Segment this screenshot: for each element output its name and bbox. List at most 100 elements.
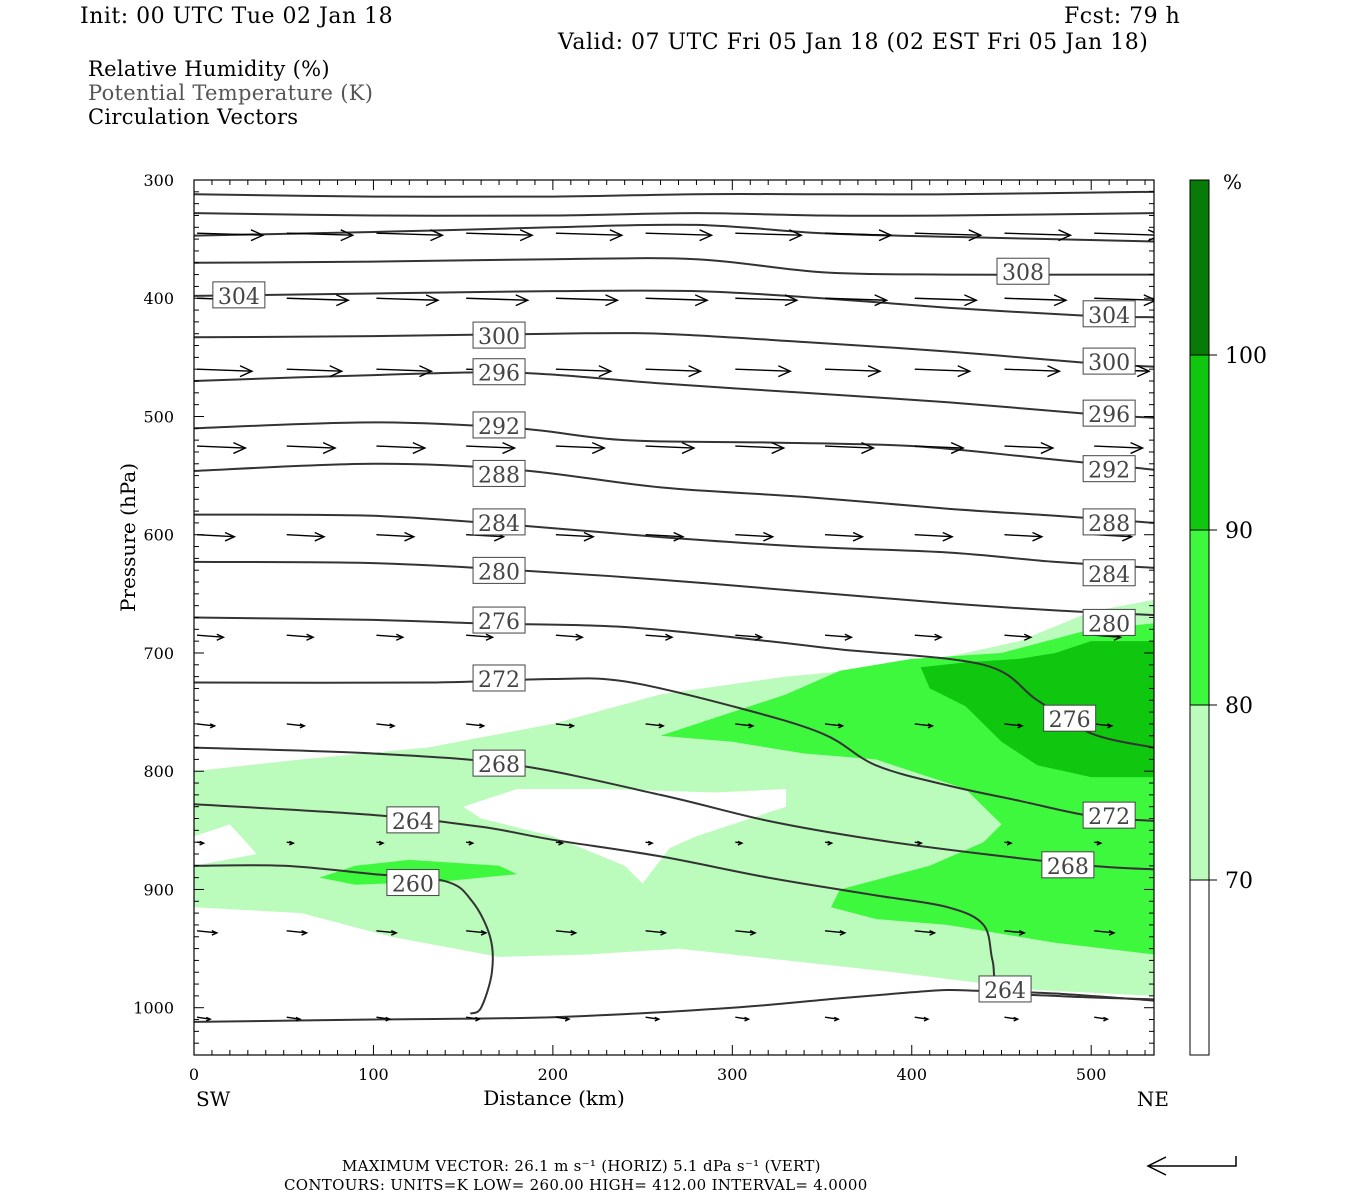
theta-contours	[194, 190, 1154, 1023]
svg-text:304: 304	[218, 285, 260, 310]
svg-text:304: 304	[1088, 304, 1130, 329]
vector-arrow	[376, 531, 416, 542]
vector-arrow	[914, 442, 965, 455]
axes: 0 100 200 300 400 500 300 400 500 600 700 800 900 100…	[116, 171, 1169, 1111]
vector-arrow	[376, 723, 396, 729]
theta-contour-260	[194, 864, 494, 1015]
svg-text:300: 300	[478, 325, 520, 350]
vector-arrow	[196, 229, 265, 242]
theta-contour-300	[194, 331, 1154, 368]
y-tick-label: 900	[143, 880, 174, 899]
y-tick-label: 600	[143, 526, 174, 545]
svg-text:272: 272	[478, 668, 520, 693]
vector-arrow	[376, 840, 385, 846]
vector-arrow	[914, 633, 943, 641]
reference-vector-icon	[1146, 1156, 1237, 1176]
vector-arrow	[645, 365, 703, 378]
contour-label-292: 292	[472, 411, 526, 440]
vector-arrow	[196, 1016, 212, 1022]
rh-region-0	[463, 789, 787, 884]
vector-arrow	[196, 531, 237, 542]
vector-arrow	[555, 633, 584, 641]
vector-arrow	[824, 633, 854, 641]
vector-arrow	[286, 531, 326, 542]
vector-arrow	[466, 633, 495, 641]
colorbar-tick-label: 90	[1225, 519, 1253, 544]
colorbar: 70 80 90 100%	[1189, 170, 1267, 1056]
y-tick-label: 400	[143, 289, 174, 308]
y-axis-title: Pressure (hPa)	[116, 463, 140, 612]
vector-arrow	[1004, 633, 1033, 641]
contour-label-308: 308	[996, 257, 1050, 286]
vector-arrow	[1094, 1016, 1110, 1022]
contour-label-272: 272	[472, 664, 526, 693]
vector-arrow	[555, 294, 620, 307]
legend-vectors: Circulation Vectors	[88, 105, 299, 129]
theta-contour-284	[194, 513, 1154, 569]
contour-label-288: 288	[1082, 508, 1136, 537]
vector-arrow	[645, 229, 714, 242]
vector-arrow	[376, 633, 405, 641]
colorbar-tick-label: 100	[1225, 344, 1267, 369]
contour-label-276: 276	[472, 606, 526, 635]
vector-arrow	[914, 531, 954, 542]
vector-arrow	[1004, 294, 1068, 307]
vector-arrow	[376, 365, 434, 378]
vector-arrow	[286, 365, 344, 378]
theta-contour-316	[194, 212, 1154, 217]
contour-label-268: 268	[1041, 851, 1095, 880]
svg-text:268: 268	[1047, 855, 1089, 880]
colorbar-band-60	[1189, 879, 1210, 1056]
contour-label-268: 268	[472, 749, 526, 778]
vector-arrow	[824, 723, 845, 729]
svg-text:300: 300	[1088, 351, 1130, 376]
vector-arrow	[196, 365, 254, 378]
svg-text:308: 308	[1002, 261, 1044, 286]
vector-arrow	[825, 294, 889, 307]
vector-arrow	[825, 365, 882, 378]
theta-contour-268	[194, 746, 1154, 871]
vector-arrow	[824, 1016, 840, 1022]
vector-arrow	[1094, 840, 1103, 846]
vector-arrow	[645, 531, 685, 542]
vector-arrow	[645, 929, 668, 936]
vector-arrow	[1094, 723, 1114, 729]
vector-arrow	[286, 929, 309, 936]
colorbar-tick-label: 80	[1225, 694, 1253, 719]
svg-text:284: 284	[478, 512, 520, 537]
y-tick-label: 800	[143, 762, 174, 781]
contour-label-280: 280	[1082, 608, 1136, 637]
vector-arrow	[914, 229, 983, 242]
svg-text:296: 296	[478, 362, 520, 387]
vector-arrow	[466, 723, 486, 729]
contour-label-296: 296	[472, 358, 526, 387]
vector-arrow	[645, 294, 709, 307]
contour-label-300: 300	[1082, 347, 1136, 376]
init-time: Init: 00 UTC Tue 02 Jan 18	[80, 4, 394, 29]
vector-arrow	[735, 294, 799, 307]
contour-label-260: 260	[386, 869, 440, 898]
vector-arrow	[735, 723, 755, 729]
vector-arrow	[376, 294, 440, 307]
y-tick-label: 300	[143, 171, 174, 190]
x-tick-label: 400	[896, 1065, 927, 1084]
colorbar-tick-label: 70	[1225, 869, 1253, 894]
vector-arrow	[1004, 229, 1073, 242]
svg-text:276: 276	[1049, 708, 1091, 733]
x-axis-title: Distance (km)	[483, 1086, 625, 1110]
vector-arrow	[196, 723, 217, 729]
vector-arrow	[735, 840, 744, 846]
y-tick-label: 500	[143, 407, 174, 426]
vector-arrow	[376, 929, 398, 936]
vector-arrow	[555, 365, 613, 378]
legend-rh: Relative Humidity (%)	[88, 57, 330, 81]
vector-arrow	[645, 633, 674, 641]
vector-arrow	[286, 723, 307, 729]
contour-label-304: 304	[212, 281, 266, 310]
vector-arrow	[735, 929, 757, 936]
vector-arrow	[1094, 294, 1154, 307]
vector-arrow	[555, 531, 595, 542]
vector-arrow	[1004, 929, 1026, 936]
theta-contour-272	[194, 677, 1154, 822]
vector-arrow	[824, 929, 847, 936]
